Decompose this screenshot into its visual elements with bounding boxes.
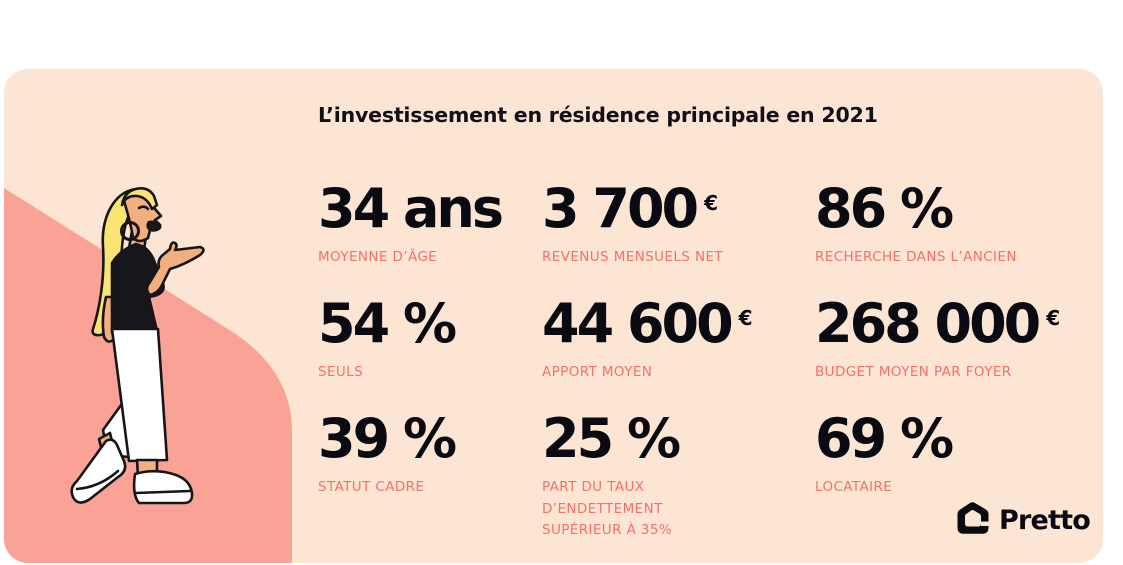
stat-label: PART DU TAUX D’ENDETTEMENT SUPÉRIEUR À 3… bbox=[542, 479, 673, 539]
stat-value: 34 ans bbox=[318, 177, 504, 240]
stat-moyenne-age: 34 ans MOYENNE D’ÂGE bbox=[318, 182, 542, 297]
stat-value: 39 % bbox=[318, 407, 457, 470]
stat-label: STATUT CADRE bbox=[318, 479, 425, 495]
stat-seuls: 54 % SEULS bbox=[318, 297, 542, 412]
stat-label: LOCATAIRE bbox=[815, 479, 893, 495]
pretto-house-icon bbox=[957, 502, 991, 534]
infographic-title: L’investissement en résidence principale… bbox=[318, 103, 878, 127]
infographic-card: L’investissement en résidence principale… bbox=[4, 69, 1103, 563]
stat-value: 69 % bbox=[815, 407, 954, 470]
euro-sign: € bbox=[1046, 306, 1061, 330]
stat-value: 3 700 € bbox=[542, 177, 719, 240]
stat-apport-moyen: 44 600 € APPORT MOYEN bbox=[542, 297, 815, 412]
stats-grid: 34 ans MOYENNE D’ÂGE 3 700 € REVENUS MENS… bbox=[318, 182, 1088, 539]
stat-value: 268 000 € bbox=[815, 292, 1061, 355]
euro-sign: € bbox=[704, 191, 719, 215]
stat-label: RECHERCHE DANS L’ANCIEN bbox=[815, 249, 1017, 265]
stat-locataire: 69 % LOCATAIRE bbox=[815, 412, 1088, 527]
stat-value: 86 % bbox=[815, 177, 954, 240]
stat-revenus-mensuels: 3 700 € REVENUS MENSUELS NET bbox=[542, 182, 815, 297]
stat-recherche-ancien: 86 % RECHERCHE DANS L’ANCIEN bbox=[815, 182, 1088, 297]
stat-value: 25 % bbox=[542, 407, 681, 470]
stat-value: 54 % bbox=[318, 292, 457, 355]
stat-label: BUDGET MOYEN PAR FOYER bbox=[815, 364, 1012, 380]
stat-label: APPORT MOYEN bbox=[542, 364, 653, 380]
stat-taux-endettement: 25 % PART DU TAUX D’ENDETTEMENT SUPÉRIEU… bbox=[542, 407, 815, 539]
stat-label: SEULS bbox=[318, 364, 364, 380]
stat-budget-moyen: 268 000 € BUDGET MOYEN PAR FOYER bbox=[815, 297, 1088, 412]
pretto-logo-text: Pretto bbox=[999, 504, 1091, 536]
pretto-logo: Pretto bbox=[956, 501, 1091, 539]
stat-label: REVENUS MENSUELS NET bbox=[542, 249, 724, 265]
woman-illustration bbox=[70, 187, 205, 505]
euro-sign: € bbox=[738, 306, 753, 330]
stat-value: 44 600 € bbox=[542, 292, 753, 355]
stat-statut-cadre: 39 % STATUT CADRE bbox=[318, 412, 542, 527]
stat-label: MOYENNE D’ÂGE bbox=[318, 249, 438, 265]
